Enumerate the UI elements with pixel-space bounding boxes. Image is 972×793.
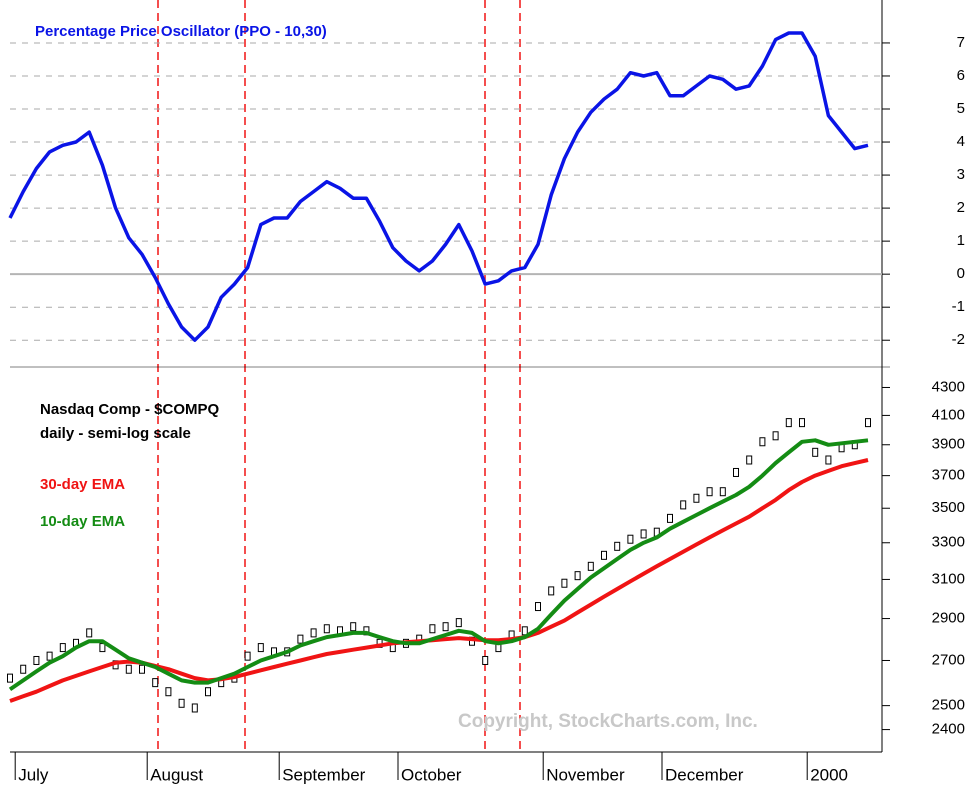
y-tick-label: 0 xyxy=(957,265,965,282)
price-bar xyxy=(99,643,106,653)
y-tick-label: 4300 xyxy=(932,378,965,395)
price-bar xyxy=(59,643,66,653)
x-tick-label: July xyxy=(18,765,49,784)
price-bar xyxy=(86,628,93,638)
y-tick-label: 4 xyxy=(957,133,965,150)
event-lines xyxy=(157,0,521,752)
legend-entry: 30-day EMA xyxy=(40,476,125,493)
y-tick-label: 3300 xyxy=(932,534,965,551)
price-bar xyxy=(561,578,568,588)
price-bar xyxy=(680,500,687,510)
price-bar xyxy=(614,541,621,551)
price-bar xyxy=(125,664,132,674)
x-tick-label: 2000 xyxy=(810,765,848,784)
x-tick-label: October xyxy=(401,765,462,784)
y-tick-label: 3500 xyxy=(932,499,965,516)
price-bar xyxy=(20,664,27,674)
price-bar xyxy=(640,529,647,539)
price-bar xyxy=(455,618,462,628)
price-bar xyxy=(178,698,185,708)
price-bar xyxy=(350,622,357,632)
price-bar xyxy=(46,651,53,661)
price-bar xyxy=(535,602,541,612)
price-bar xyxy=(667,513,673,523)
price-bar xyxy=(548,586,555,596)
y-tick-label: 2400 xyxy=(932,721,965,738)
price-bar xyxy=(297,634,304,644)
y-tick-label: -2 xyxy=(952,331,965,348)
price-bar xyxy=(165,687,172,697)
series-line xyxy=(8,31,869,342)
x-tick-label: September xyxy=(282,765,365,784)
price-bar xyxy=(587,561,594,571)
series-line xyxy=(8,438,869,692)
y-tick-label: 2900 xyxy=(932,610,965,627)
legend-entry: 10-day EMA xyxy=(40,513,125,530)
y-tick-label: 3100 xyxy=(932,570,965,587)
price-subtitle: daily - semi-log scale xyxy=(40,425,191,442)
y-tick-label: 3700 xyxy=(932,467,965,484)
y-tick-label: 4100 xyxy=(932,406,965,423)
price-bar xyxy=(152,678,159,688)
price-bar xyxy=(205,687,211,697)
ppo-title: Percentage Price Oscillator (PPO - 10,30… xyxy=(35,23,327,40)
price-bar xyxy=(482,655,489,665)
y-tick-label: 2700 xyxy=(932,651,965,668)
y-tick-label: 2500 xyxy=(932,697,965,714)
price-bar xyxy=(323,624,330,634)
y-tick-label: 5 xyxy=(957,100,965,117)
price-bar xyxy=(799,418,805,428)
y-tick-label: 3 xyxy=(957,166,965,183)
y-tick-label: 2 xyxy=(957,199,965,216)
price-bar xyxy=(244,651,251,661)
price-bar xyxy=(601,550,607,560)
price-bar xyxy=(191,703,198,713)
price-bar xyxy=(627,534,634,544)
y-tick-label: -1 xyxy=(952,298,965,315)
y-tick-label: 7 xyxy=(957,34,965,51)
price-bar xyxy=(772,431,779,441)
x-tick-label: December xyxy=(665,765,744,784)
price-bar xyxy=(733,467,739,477)
price-bar xyxy=(33,655,40,665)
copyright: Copyright, StockCharts.com, Inc. xyxy=(458,711,758,732)
x-tick-label: August xyxy=(150,765,203,784)
price-bar xyxy=(310,628,317,638)
price-bar xyxy=(257,643,264,653)
price-bar xyxy=(706,487,713,497)
price-bar xyxy=(719,487,726,497)
price-bar xyxy=(429,624,436,634)
y-tick-label: 6 xyxy=(957,67,965,84)
price-bar xyxy=(746,455,753,465)
price-title: Nasdaq Comp - $COMPQ xyxy=(40,401,220,418)
price-bar xyxy=(785,418,792,428)
price-bar xyxy=(442,622,449,632)
y-tick-label: 3900 xyxy=(932,436,965,453)
x-tick-label: November xyxy=(546,765,625,784)
price-bar xyxy=(812,447,819,457)
price-bar xyxy=(139,664,145,674)
price-bar xyxy=(521,626,528,636)
price-bar xyxy=(693,493,700,503)
y-tick-label: 1 xyxy=(957,232,965,249)
price-bar xyxy=(759,437,766,447)
price-bar xyxy=(865,418,871,428)
price-bar xyxy=(825,455,832,465)
price-bar xyxy=(7,673,13,683)
price-bar xyxy=(574,571,581,581)
